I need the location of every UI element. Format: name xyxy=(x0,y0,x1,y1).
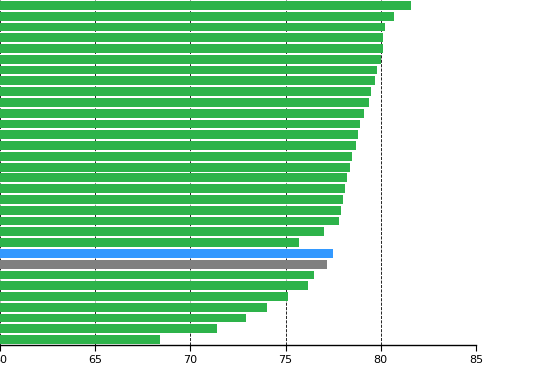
Bar xyxy=(0,184,344,193)
Bar xyxy=(0,335,160,344)
Bar xyxy=(0,76,375,85)
Bar xyxy=(0,195,343,204)
Bar xyxy=(0,109,363,118)
Bar xyxy=(0,270,314,279)
Bar xyxy=(0,141,356,150)
Bar xyxy=(0,44,382,53)
Bar xyxy=(0,120,360,128)
Bar xyxy=(0,227,324,236)
Bar xyxy=(0,152,352,161)
Bar xyxy=(0,217,339,225)
Bar xyxy=(0,314,246,322)
Bar xyxy=(0,238,299,247)
Bar xyxy=(0,66,377,75)
Bar xyxy=(0,22,385,32)
Bar xyxy=(0,292,287,301)
Bar xyxy=(0,130,358,139)
Bar xyxy=(0,98,370,107)
Bar xyxy=(0,260,328,268)
Bar xyxy=(0,12,394,21)
Bar xyxy=(0,55,381,64)
Bar xyxy=(0,174,347,182)
Bar xyxy=(0,324,217,333)
Bar xyxy=(0,303,267,312)
Bar xyxy=(0,249,333,258)
Bar xyxy=(0,33,382,42)
Bar xyxy=(0,206,341,214)
Bar xyxy=(0,281,309,290)
Bar xyxy=(0,87,371,96)
Bar xyxy=(0,1,411,10)
Bar xyxy=(0,163,351,171)
